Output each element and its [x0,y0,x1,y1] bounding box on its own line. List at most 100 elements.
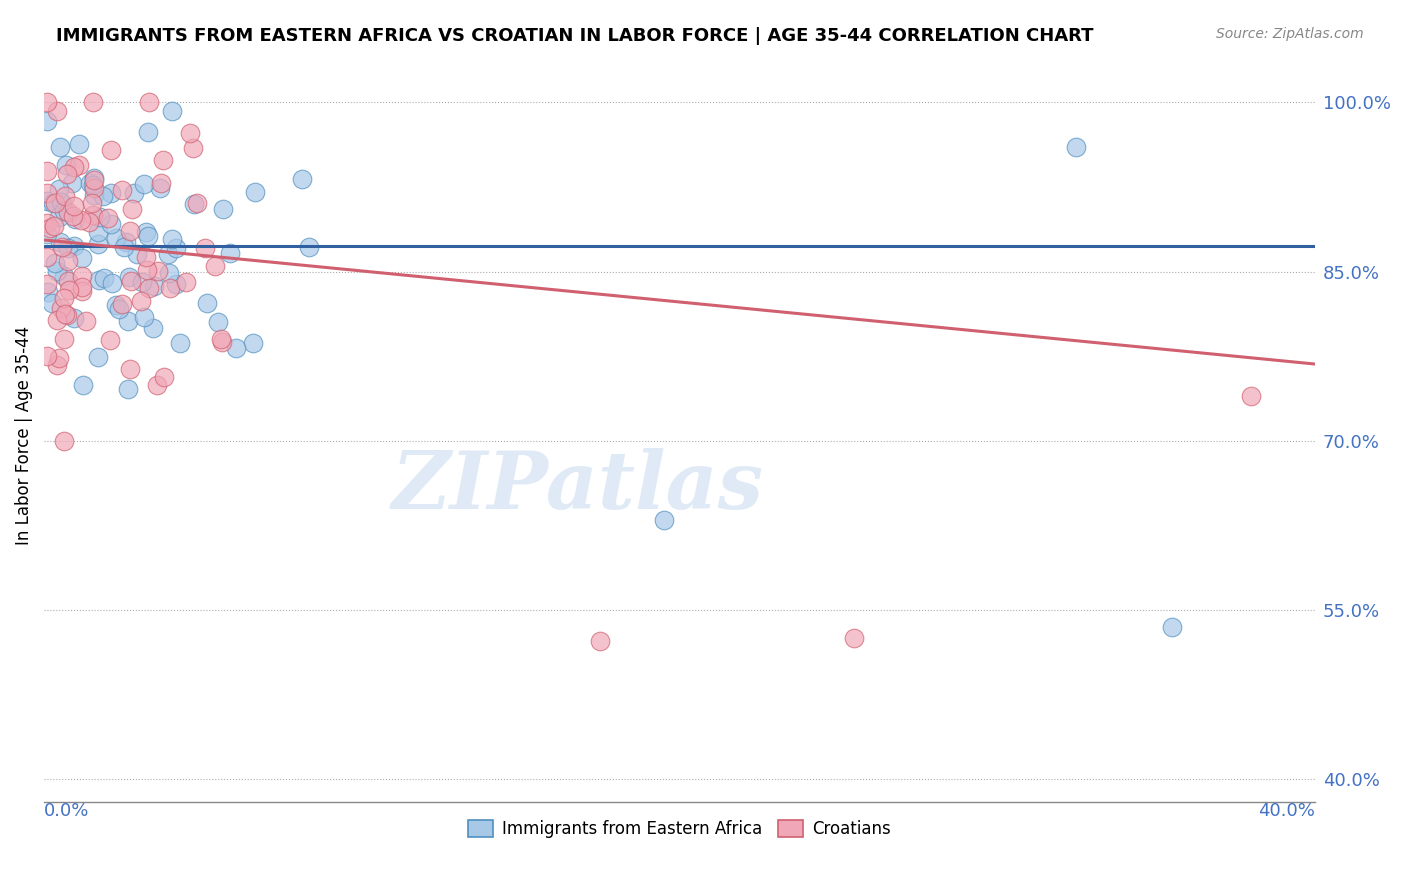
Point [146,264,169,278]
Point [112,239,135,253]
Point [100,217,122,231]
Point [159,281,181,295]
Point [138,280,160,294]
Point [111,297,134,311]
Point [211,335,233,350]
Point [136,229,159,244]
Point [842,631,865,645]
Point [51,239,73,253]
Point [135,250,157,264]
Text: 0.0%: 0.0% [44,802,90,820]
Point [165,241,187,255]
Point [83,170,105,185]
Point [97,211,120,225]
Point [70,268,93,283]
Point [58,274,80,288]
Point [37,250,59,264]
Point [72,280,94,294]
Point [194,241,217,255]
Point [174,275,197,289]
Point [93,271,115,285]
Text: 40.0%: 40.0% [1258,802,1315,820]
Point [149,181,172,195]
Point [100,143,122,157]
Point [136,125,159,139]
Point [87,351,110,365]
Point [37,349,59,363]
Point [62,209,84,223]
Point [160,232,183,246]
Point [56,308,79,322]
Point [89,273,111,287]
Point [37,285,59,299]
Legend: Immigrants from Eastern Africa, Croatians: Immigrants from Eastern Africa, Croatian… [461,813,897,845]
Point [48,140,70,154]
Point [37,216,59,230]
Point [142,279,165,293]
Point [75,314,97,328]
Point [117,314,139,328]
Point [197,295,219,310]
Point [82,178,104,192]
Point [152,153,174,168]
Point [82,95,104,110]
Point [63,160,86,174]
Point [135,263,157,277]
Text: IMMIGRANTS FROM EASTERN AFRICA VS CROATIAN IN LABOR FORCE | AGE 35-44 CORRELATIO: IMMIGRANTS FROM EASTERN AFRICA VS CROATI… [56,27,1094,45]
Point [157,266,180,280]
Point [70,285,93,299]
Point [49,194,72,209]
Point [135,225,157,239]
Point [129,294,152,309]
Point [46,263,69,277]
Point [181,140,204,154]
Point [37,164,59,178]
Point [55,157,77,171]
Point [291,172,314,186]
Point [51,197,73,211]
Point [51,301,73,315]
Point [122,186,145,200]
Point [298,240,321,254]
Point [63,239,86,253]
Point [67,137,90,152]
Point [138,95,160,110]
Point [652,513,675,527]
Point [209,332,232,346]
Point [142,321,165,335]
Text: ZIPatlas: ZIPatlas [392,448,763,525]
Point [204,260,226,274]
Point [114,235,136,250]
Point [48,182,70,196]
Point [82,208,104,222]
Point [87,236,110,251]
Point [183,197,205,211]
Point [100,186,122,200]
Point [86,225,108,239]
Point [589,634,612,648]
Point [146,378,169,392]
Point [83,180,105,194]
Point [44,219,66,233]
Point [117,382,139,396]
Point [186,195,208,210]
Point [207,314,229,328]
Point [65,211,87,226]
Point [132,178,155,192]
Point [89,210,111,224]
Point [44,255,66,269]
Point [53,291,76,305]
Point [134,310,156,325]
Point [67,158,90,172]
Y-axis label: In Labor Force | Age 35-44: In Labor Force | Age 35-44 [15,326,32,545]
Point [62,198,84,212]
Point [49,235,72,250]
Point [104,298,127,312]
Point [41,296,63,310]
Point [52,268,75,283]
Point [56,167,79,181]
Point [212,202,235,217]
Point [111,183,134,197]
Point [58,283,80,297]
Point [243,185,266,199]
